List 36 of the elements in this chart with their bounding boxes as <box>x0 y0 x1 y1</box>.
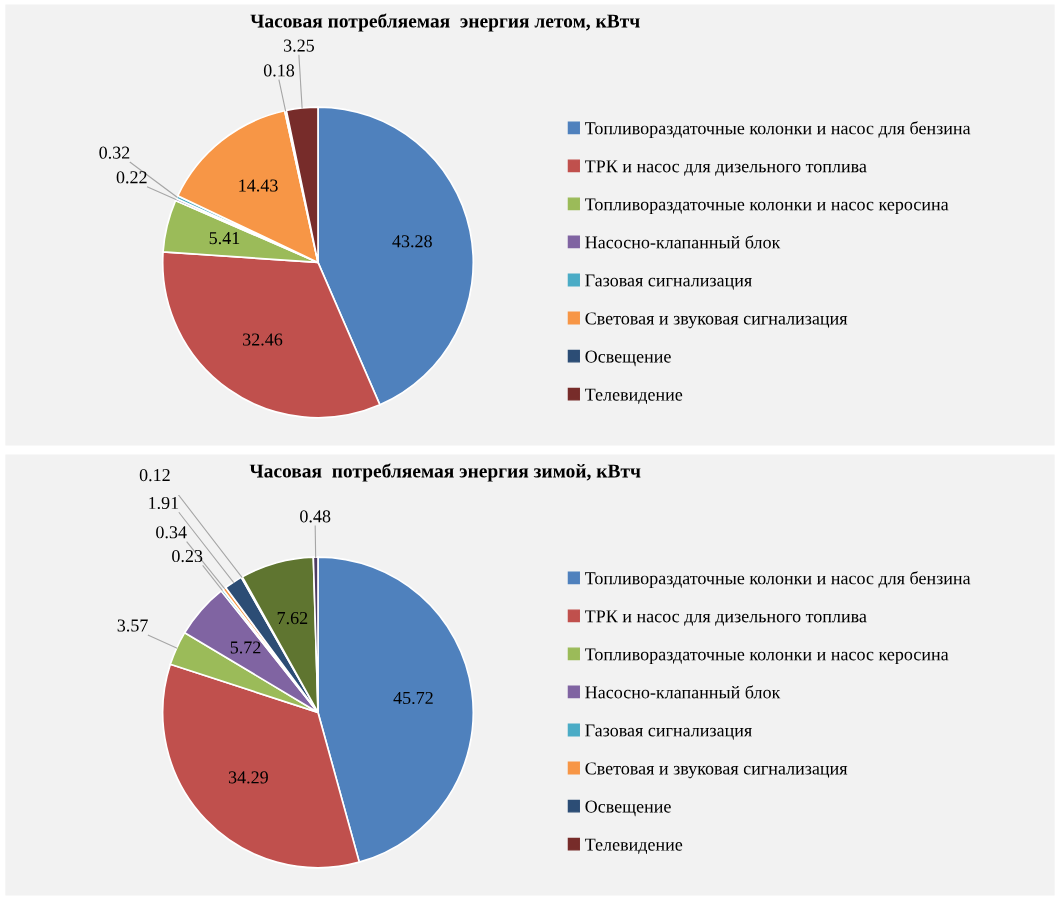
data-label: 43.28 <box>392 235 432 248</box>
legend-label: Топливораздаточные колонки и насос керосина <box>585 648 949 665</box>
legend-label: Световая и звуковая сигнализация <box>585 762 848 779</box>
legend-label: Топливораздаточные колонки и насос керосина <box>585 198 949 215</box>
data-label: 0.32 <box>99 146 130 159</box>
data-label: 0.22 <box>116 171 147 184</box>
legend-label: Освещение <box>585 350 671 367</box>
legend-label: ТРК и насос для дизельного топлива <box>585 610 867 626</box>
data-label: 3.57 <box>117 619 148 632</box>
data-label: 0.48 <box>300 510 331 523</box>
data-label: 34.29 <box>228 771 268 784</box>
chart-title: Часовая потребляемая энергия летом, кВтч <box>250 13 640 32</box>
legend-label: Насосно-клапанный блок <box>585 235 781 249</box>
data-label: 5.72 <box>230 641 261 654</box>
legend-label: Телевидение <box>585 388 683 404</box>
data-label: 45.72 <box>393 691 433 705</box>
data-label: 0.12 <box>139 468 170 482</box>
legend-label: Топливораздаточные колонки и насос для бензина <box>585 121 971 139</box>
legend-label: Газовая сигнализация <box>585 274 752 290</box>
legend-label: ТРК и насос для дизельного топлива <box>585 160 867 176</box>
data-label: 32.46 <box>243 333 283 346</box>
data-label: 0.18 <box>263 64 295 77</box>
legend-label: Освещение <box>585 800 671 817</box>
legend-label: Насосно-клапанный блок <box>585 685 781 699</box>
data-label: 0.34 <box>156 526 187 539</box>
legend-label: Топливораздаточные колонки и насос для бензина <box>585 571 971 589</box>
legend-label: Газовая сигнализация <box>585 724 752 740</box>
data-label: 1.91 <box>149 496 179 510</box>
data-label: 5.41 <box>209 232 240 245</box>
legend-label: Световая и звуковая сигнализация <box>585 312 848 329</box>
data-label: 14.43 <box>239 179 278 192</box>
data-label: 3.25 <box>283 39 315 52</box>
data-label: 0.23 <box>172 549 203 563</box>
legend-label: Телевидение <box>585 838 683 854</box>
chart-title: Часовая потребляемая энергия зимой, кВтч <box>249 463 641 482</box>
data-label: 7.62 <box>277 611 308 625</box>
